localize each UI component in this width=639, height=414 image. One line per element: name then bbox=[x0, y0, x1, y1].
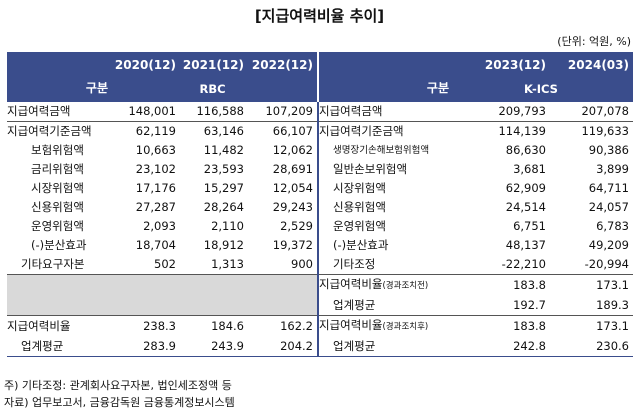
table-row: (-)분산효과 18,704 18,912 19,372 (-)분산효과 48,… bbox=[7, 236, 633, 255]
table-row: 업계평균 283.9 243.9 204.2 업계평균 242.8 230.6 bbox=[7, 337, 633, 357]
table-row: 지급여력금액 148,001 116,588 107,209 지급여력금액 20… bbox=[7, 101, 633, 122]
header-year: 2024(03) bbox=[550, 52, 633, 78]
table-row: 업계평균 192.7 189.3 bbox=[7, 296, 633, 316]
table-row: 시장위험액 17,176 15,297 12,054 시장위험액 62,909 … bbox=[7, 179, 633, 198]
header-category-right: 구분 bbox=[317, 52, 453, 102]
footnotes: 주) 기타조정: 관계회사요구자본, 법인세조정액 등 자료) 업무보고서, 금… bbox=[4, 377, 235, 411]
table-row: 운영위험액 2,093 2,110 2,529 운영위험액 6,751 6,78… bbox=[7, 217, 633, 236]
table-row: 금리위험액 23,102 23,593 28,691 일반손보위험액 3,681… bbox=[7, 160, 633, 179]
table-row: 지급여력비율(경과조치전) 183.8 173.1 bbox=[7, 274, 633, 316]
header-year: 2021(12) bbox=[180, 52, 248, 78]
header-category-left: 구분 bbox=[7, 52, 112, 102]
table-row: 보험위험액 10,663 11,482 12,062 생명장기손해보험위험액 8… bbox=[7, 141, 633, 160]
table-row: 지급여력기준금액 62,119 63,146 66,107 지급여력기준금액 1… bbox=[7, 121, 633, 141]
header-year: 2023(12) bbox=[453, 52, 550, 78]
table-row: 지급여력비율 238.3 184.6 162.2 지급여력비율(경과조치후) 1… bbox=[7, 315, 633, 337]
table-title: [지급여력비율 추이] bbox=[254, 7, 385, 25]
header-regime-kics: K-ICS bbox=[453, 78, 633, 102]
empty-gray-cell bbox=[7, 274, 318, 316]
footnote-adjustment: 주) 기타조정: 관계회사요구자본, 법인세조정액 등 bbox=[4, 379, 232, 392]
footnote-source: 자료) 업무보고서, 금융감독원 금융통계정보시스템 bbox=[4, 396, 235, 409]
table-row: 신용위험액 27,287 28,264 29,243 신용위험액 24,514 … bbox=[7, 198, 633, 217]
unit-label: (단위: 억원, %) bbox=[557, 35, 631, 48]
header-regime-rbc: RBC bbox=[112, 78, 318, 102]
solvency-ratio-table: 구분 2020(12) 2021(12) 2022(12) 구분 2023(12… bbox=[7, 52, 633, 357]
table-row: 기타요구자본 502 1,313 900 기타조정 -22,210 -20,99… bbox=[7, 255, 633, 275]
header-year: 2022(12) bbox=[248, 52, 318, 78]
header-year: 2020(12) bbox=[112, 52, 180, 78]
